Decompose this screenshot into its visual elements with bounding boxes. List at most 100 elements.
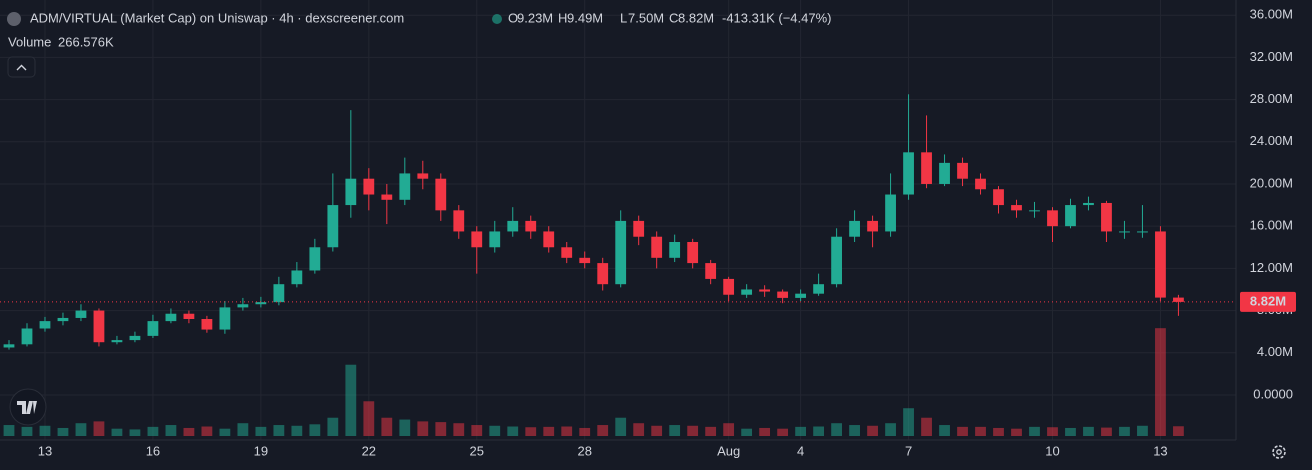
volume-bar [867, 425, 878, 436]
o-label: O [508, 10, 518, 25]
y-tick-label: 36.00M [1250, 7, 1293, 22]
volume-bar [957, 426, 968, 436]
volume-bar [219, 428, 231, 436]
x-tick-label: 10 [1045, 443, 1059, 458]
volume-bar [1119, 426, 1130, 436]
volume-bar [471, 425, 483, 436]
chart-title: ADM/VIRTUAL (Market Cap) on Uniswap · 4h… [30, 10, 404, 25]
candle-body [687, 241, 699, 264]
volume-bar [1083, 426, 1094, 436]
volume-bar [327, 417, 339, 436]
candle-body [525, 220, 537, 232]
axes: 0.00004.00M8.00M12.00M16.00M20.00M24.00M… [0, 7, 1296, 458]
candle-body [1101, 202, 1112, 232]
candle-body [921, 152, 932, 184]
candle-body [993, 189, 1004, 206]
candle-body [453, 210, 465, 232]
y-tick-label: 12.00M [1250, 260, 1293, 275]
candle-body [399, 173, 411, 200]
volume-bar [759, 427, 771, 436]
collapse-button-box[interactable] [7, 56, 36, 78]
collapse-button[interactable] [7, 56, 36, 78]
candle-body [1137, 231, 1148, 233]
volume-bar [939, 425, 950, 436]
candle-body [1047, 210, 1058, 227]
volume-bar [1137, 425, 1148, 436]
volume-bar [633, 423, 645, 436]
volume-bar [399, 419, 411, 436]
volume-bar [669, 425, 681, 436]
x-tick-label: 7 [905, 443, 912, 458]
volume-bar [309, 424, 321, 436]
candle-body [597, 263, 609, 285]
gear-inner[interactable] [1276, 449, 1282, 455]
volume-bar [75, 423, 87, 436]
candle-body [723, 278, 735, 295]
volume-bar [525, 427, 537, 436]
volume-bar [57, 427, 69, 436]
volume-bar [1011, 428, 1022, 436]
last-price-label: 8.82M [1250, 293, 1286, 308]
volume-bar [165, 425, 177, 436]
volume-bar [579, 427, 591, 436]
candle-body [3, 344, 15, 348]
volume-bar [291, 425, 303, 436]
y-tick-label: 4.00M [1257, 344, 1293, 359]
candle-body [363, 178, 375, 195]
candle-body [219, 307, 231, 330]
gear-outer[interactable] [1272, 445, 1286, 459]
x-tick-label: 16 [146, 443, 160, 458]
volume-bar [1155, 328, 1166, 436]
volume-label: Volume [8, 34, 51, 49]
volume-bar [543, 426, 555, 436]
candle-body [129, 335, 141, 341]
candle-body [111, 340, 123, 343]
x-tick-label: Aug [717, 443, 740, 458]
volume-bar [885, 423, 896, 436]
candle-body [147, 321, 159, 336]
candle-body [1029, 210, 1040, 212]
tv-logo[interactable] [9, 388, 47, 426]
volume-bar [975, 426, 986, 436]
candle-body [417, 173, 429, 179]
l-value: 7.50M [628, 10, 664, 25]
x-tick-label: 25 [470, 443, 484, 458]
candle-body [183, 313, 195, 320]
y-tick-label: 16.00M [1250, 218, 1293, 233]
candle-layer [3, 94, 1184, 350]
candle-body [345, 178, 357, 206]
volume-bar [1029, 426, 1040, 436]
collapse-icon[interactable] [16, 64, 27, 71]
volume-bar [417, 421, 429, 436]
volume-bar [561, 426, 573, 436]
volume-bar [777, 428, 789, 436]
candle-body [291, 270, 303, 285]
candle-body [651, 236, 663, 258]
volume-bar [1065, 427, 1076, 436]
volume-bar [255, 426, 267, 436]
x-tick-label: 13 [38, 443, 52, 458]
volume-bar [93, 421, 105, 436]
candle-body [1065, 205, 1076, 227]
candle-body [57, 317, 69, 322]
volume-bar [489, 425, 501, 436]
candle-body [957, 162, 968, 179]
l-label: L [620, 10, 627, 25]
y-tick-label: 0.0000 [1253, 386, 1293, 401]
candle-body [1119, 231, 1130, 233]
token-icon [7, 12, 21, 26]
tv-logo-mark[interactable] [17, 401, 37, 414]
candle-body [1083, 202, 1094, 206]
volume-bar [597, 425, 609, 436]
volume-bar [435, 422, 447, 436]
x-tick-label: 28 [577, 443, 591, 458]
x-tick-label: 19 [254, 443, 268, 458]
candle-body [867, 220, 878, 232]
candle-body [543, 231, 555, 248]
candle-body [237, 304, 249, 308]
h-label: H [558, 10, 567, 25]
candle-body [615, 220, 627, 285]
settings-button[interactable] [1272, 445, 1286, 459]
